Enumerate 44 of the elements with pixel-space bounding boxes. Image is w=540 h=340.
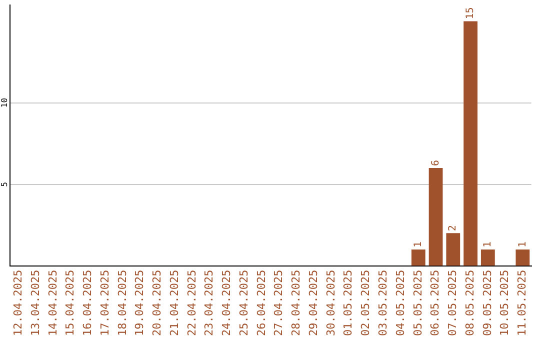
x-tick-label: 19.04.2025: [133, 270, 146, 336]
x-tick-label: 22.04.2025: [185, 270, 198, 336]
x-tick-label: 20.04.2025: [150, 270, 164, 336]
data-label: 15: [465, 7, 476, 20]
y-tick-label: 5: [0, 182, 10, 187]
bar: [464, 21, 478, 266]
x-tick-label: 09.05.2025: [480, 270, 494, 336]
x-tick-label: 03.05.2025: [376, 270, 390, 336]
data-label: 1: [412, 241, 424, 248]
x-tick-label: 04.05.2025: [394, 270, 407, 336]
x-tick-label: 11.05.2025: [516, 270, 529, 336]
x-tick-label: 23.04.2025: [202, 270, 216, 336]
bar: [411, 249, 426, 266]
x-tick-label: 30.04.2025: [324, 270, 338, 336]
data-label: 1: [482, 241, 494, 248]
x-tick-label: 26.04.2025: [254, 270, 268, 336]
x-tick-label: 27.04.2025: [272, 270, 286, 336]
data-label: 1: [517, 241, 528, 248]
y-tick-label: 10: [0, 98, 10, 108]
x-tick-label: 13.04.2025: [28, 270, 42, 336]
x-tick-label: 17.04.2025: [98, 270, 112, 336]
bar: [446, 233, 460, 266]
x-tick-label: 25.04.2025: [237, 270, 250, 336]
x-tick-label: 08.05.2025: [463, 270, 476, 336]
x-tick-label: 28.04.2025: [290, 270, 303, 336]
x-tick-label: 01.05.2025: [342, 270, 355, 336]
x-tick-label: 05.05.2025: [411, 270, 424, 336]
x-tick-label: 29.04.2025: [306, 270, 320, 336]
bar: [428, 168, 443, 266]
bar: [480, 249, 495, 266]
x-tick-label: 12.04.2025: [12, 270, 25, 336]
x-tick-label: 15.04.2025: [64, 270, 77, 336]
x-tick-label: 18.04.2025: [116, 270, 129, 336]
data-label: 2: [448, 225, 459, 232]
x-tick-label: 10.05.2025: [498, 270, 512, 336]
x-tick-label: 14.04.2025: [46, 270, 60, 336]
bar: [516, 249, 530, 266]
data-label: 6: [430, 160, 442, 166]
x-tick-label: 06.05.2025: [428, 270, 442, 336]
x-tick-label: 24.04.2025: [220, 270, 234, 336]
x-tick-label: 07.05.2025: [446, 270, 460, 336]
x-tick-label: 21.04.2025: [168, 270, 181, 336]
x-tick-label: 16.04.2025: [81, 270, 94, 336]
x-tick-label: 02.05.2025: [359, 270, 372, 336]
